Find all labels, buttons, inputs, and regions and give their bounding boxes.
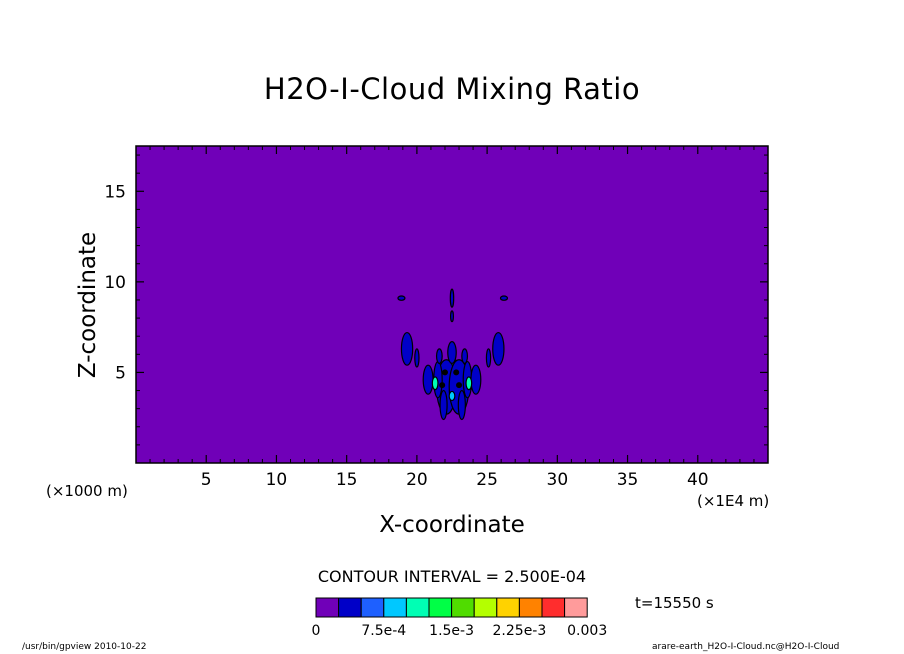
- contour-blob: [439, 389, 448, 421]
- footer-left: /usr/bin/gpview 2010-10-22: [22, 642, 147, 652]
- y-tick-label: 10: [104, 273, 126, 293]
- contour-blob: [470, 364, 482, 395]
- colorbar-swatch: [473, 597, 498, 618]
- contour-blob: [457, 389, 466, 421]
- contour-blob: [431, 376, 439, 391]
- contour-blob: [449, 310, 455, 323]
- contour-spot: [453, 369, 460, 376]
- y-tick-label: 5: [115, 363, 126, 383]
- contour-blob: [414, 348, 420, 368]
- y-tick-label: 15: [104, 182, 126, 202]
- contour-blob: [492, 331, 505, 366]
- colorbar-swatch: [451, 597, 475, 618]
- y-axis-label: Z-coordinate: [75, 231, 101, 379]
- x-tick-label: 20: [406, 470, 428, 490]
- x-tick-label: 5: [201, 470, 212, 490]
- colorbar-swatch: [338, 597, 362, 618]
- cloud-contours: [397, 288, 509, 421]
- x-axis-label: X-coordinate: [379, 512, 525, 538]
- contour-blob: [499, 295, 509, 301]
- x-tick-label: 40: [687, 470, 709, 490]
- colorbar-swatch: [564, 597, 588, 618]
- contour-blob: [448, 390, 456, 402]
- colorbar-label: 0.003: [567, 623, 607, 639]
- colorbar-swatch: [428, 597, 453, 618]
- x-unit-left: (×1000 m): [46, 482, 128, 500]
- time-label: t=15550 s: [635, 594, 714, 612]
- contour-blob: [449, 288, 455, 308]
- contour-blob: [400, 331, 414, 366]
- colorbar-label: 2.25e-3: [493, 623, 547, 639]
- contour-blob: [461, 348, 469, 364]
- colorbar-swatch: [360, 597, 385, 618]
- colorbar-swatch: [405, 597, 430, 618]
- x-tick-label: 30: [547, 470, 569, 490]
- x-tick-label: 25: [476, 470, 498, 490]
- x-tick-label: 35: [617, 470, 639, 490]
- contour-blob: [485, 348, 492, 368]
- axis-ticks: 5 10 15 20 25 30 35 40 5 10 15: [104, 146, 768, 490]
- x-unit-right: (×1E4 m): [697, 492, 770, 510]
- x-tick-label: 15: [336, 470, 358, 490]
- colorbar-swatch: [383, 597, 407, 618]
- contour-blob: [447, 341, 457, 364]
- contour-spot: [456, 382, 463, 389]
- contour-spot: [441, 369, 448, 376]
- chart-title: H2O-I-Cloud Mixing Ratio: [263, 72, 641, 106]
- contour-blob: [465, 376, 473, 391]
- colorbar-swatch: [496, 597, 520, 618]
- contour-interval-label: CONTOUR INTERVAL = 2.500E-04: [317, 567, 587, 586]
- x-tick-label: 10: [266, 470, 288, 490]
- contour-blob: [397, 295, 406, 301]
- colorbar-label: 1.5e-3: [429, 623, 474, 639]
- colorbar-swatch: [541, 597, 566, 618]
- colorbar-swatch: [518, 597, 543, 618]
- colorbar-label: 7.5e-4: [361, 623, 406, 639]
- footer-right: arare-earth_H2O-I-Cloud.nc@H2O-I-Cloud: [652, 642, 840, 652]
- colorbar-label: 0: [312, 623, 321, 639]
- contour-blob: [435, 348, 443, 364]
- colorbar-swatch: [315, 597, 340, 618]
- contour-spot: [439, 382, 446, 389]
- contour-blob: [422, 364, 434, 395]
- plot-frame: [135, 145, 769, 464]
- colorbar: 0 7.5e-4 1.5e-3 2.25e-3 0.003: [312, 597, 607, 639]
